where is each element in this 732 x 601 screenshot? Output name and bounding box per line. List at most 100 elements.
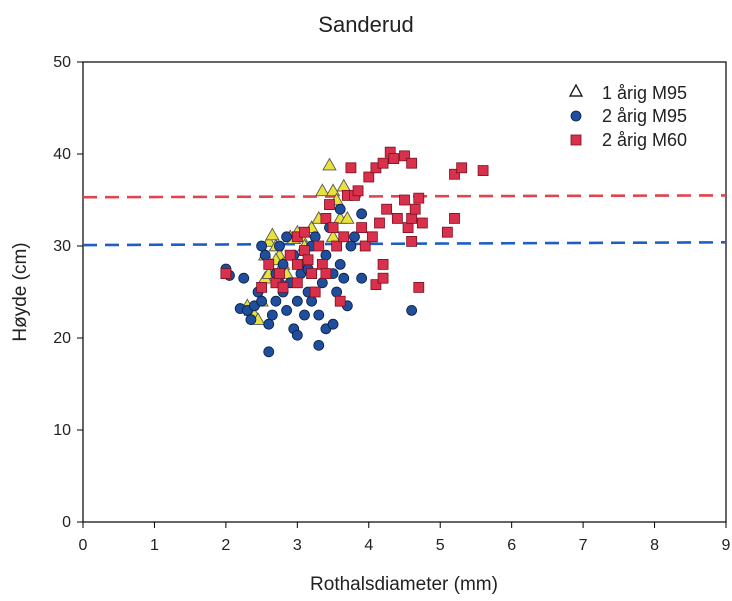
data-point [281, 231, 293, 243]
data-point [306, 268, 318, 280]
legend-entry-2: 2 årig M95 [570, 106, 687, 126]
x-tick-label: 9 [722, 537, 731, 554]
y-tick-label: 20 [53, 330, 71, 347]
data-point [315, 183, 330, 197]
data-point [413, 281, 425, 293]
data-point [356, 222, 368, 234]
data-point [374, 217, 385, 229]
data-point [477, 165, 489, 176]
legend-label-3: 2 årig M60 [602, 130, 687, 150]
y-tick-label: 40 [53, 146, 71, 163]
data-point [320, 212, 332, 224]
data-point [291, 329, 303, 341]
data-point [266, 309, 278, 321]
data-point [299, 226, 310, 238]
y-tick-label: 0 [62, 514, 71, 531]
data-point [324, 199, 335, 211]
data-point [320, 249, 332, 261]
data-point [291, 258, 303, 270]
data-point [277, 281, 289, 293]
x-tick-label: 8 [650, 537, 659, 554]
legend-label-1: 1 årig M95 [602, 83, 687, 103]
series-2 [220, 203, 418, 358]
x-tick-label: 0 [79, 537, 88, 554]
data-point [313, 240, 325, 252]
legend-entry-1: 1 årig M95 [568, 83, 687, 103]
legend-entry-3: 2 årig M60 [570, 130, 687, 150]
legend-triangle-icon [568, 83, 584, 97]
data-point [313, 309, 325, 321]
data-point [356, 208, 368, 220]
legend-square-icon [570, 134, 582, 146]
x-tick-label: 4 [364, 537, 373, 554]
data-point [327, 222, 339, 234]
data-point [406, 235, 418, 247]
series-3 [220, 146, 489, 307]
data-point [370, 279, 382, 291]
data-point [338, 272, 350, 284]
data-point [406, 212, 418, 224]
legend-label-2: 2 årig M95 [602, 106, 687, 126]
data-point [274, 240, 285, 252]
y-tick-label: 30 [53, 238, 71, 255]
reference-line-2 [82, 241, 727, 247]
data-point [270, 295, 282, 307]
data-point [313, 339, 325, 351]
data-point [331, 240, 343, 252]
data-point [449, 168, 460, 180]
data-point [259, 249, 271, 261]
data-point [256, 281, 268, 293]
data-point [377, 272, 389, 284]
data-point [320, 268, 332, 280]
data-point [345, 162, 357, 174]
data-point [334, 203, 346, 215]
data-point [281, 304, 293, 316]
data-point [265, 227, 280, 241]
data-point [256, 240, 268, 252]
data-point [441, 226, 453, 238]
data-point [284, 249, 296, 261]
x-tick-label: 5 [436, 537, 445, 554]
data-point [291, 295, 303, 307]
data-point [381, 203, 393, 215]
data-point [413, 192, 425, 204]
data-point [377, 258, 389, 270]
data-point [238, 272, 250, 284]
data-point [331, 286, 343, 298]
x-tick-label: 1 [150, 537, 159, 554]
x-tick-label: 7 [579, 537, 588, 554]
data-point [299, 245, 310, 257]
x-axis: 0 1 2 3 4 5 6 7 8 9 [79, 522, 731, 554]
data-point [406, 304, 418, 316]
data-point [388, 153, 400, 165]
y-axis: 0 10 20 30 40 50 [53, 54, 83, 531]
legend-marker-square [570, 134, 582, 146]
data-point [245, 314, 257, 326]
data-point [306, 295, 318, 307]
data-point [274, 268, 285, 280]
data-point [399, 150, 410, 162]
data-point [359, 240, 371, 252]
data-point [363, 171, 375, 183]
data-point [391, 212, 403, 224]
x-tick-label: 3 [293, 537, 302, 554]
x-axis-label: Rothalsdiameter (mm) [310, 574, 498, 595]
data-point [366, 231, 378, 243]
data-point [263, 346, 275, 358]
legend-marker-circle [570, 110, 582, 122]
data-point [316, 277, 328, 289]
chart-title: Sanderud [318, 12, 413, 37]
plot-area [82, 61, 727, 523]
data-point [334, 258, 346, 270]
data-point [322, 157, 337, 171]
data-point [299, 309, 310, 321]
data-point [416, 217, 428, 229]
data-point [449, 212, 460, 224]
data-point [340, 210, 355, 224]
data-point [263, 258, 275, 270]
x-tick-label: 6 [507, 537, 516, 554]
y-axis-label: Høyde (cm) [10, 242, 31, 341]
data-points [220, 146, 489, 358]
legend: 1 årig M95 2 årig M95 2 årig M60 [568, 83, 687, 150]
